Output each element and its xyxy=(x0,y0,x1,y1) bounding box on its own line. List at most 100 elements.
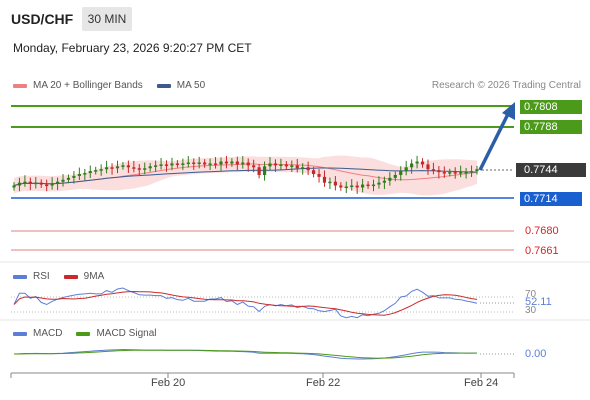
candle xyxy=(105,160,109,174)
bollinger-band-fill xyxy=(14,155,477,196)
macd-swatch xyxy=(13,331,27,336)
candle-body xyxy=(66,177,71,180)
rsi-legend: RSI 9MA xyxy=(13,271,118,282)
candle xyxy=(393,171,397,182)
candle-body xyxy=(459,172,463,174)
candle-body xyxy=(333,181,337,186)
candle xyxy=(459,165,463,178)
candle-body xyxy=(350,185,354,188)
rsi-ma-swatch xyxy=(63,274,78,279)
candle xyxy=(159,157,163,170)
candle xyxy=(469,165,474,177)
candle xyxy=(448,168,452,177)
candle xyxy=(61,174,65,187)
candle-body xyxy=(203,162,207,165)
candle-body xyxy=(301,167,305,169)
candle xyxy=(192,158,196,170)
candle xyxy=(34,176,38,189)
candle xyxy=(377,176,381,189)
candle-body xyxy=(28,181,32,184)
macd-signal-swatch xyxy=(76,331,91,336)
candle xyxy=(230,158,234,167)
candle-body xyxy=(290,165,294,167)
candle xyxy=(252,159,256,173)
candle xyxy=(154,160,158,172)
candle xyxy=(279,158,283,171)
candle xyxy=(410,159,414,174)
candle-body xyxy=(361,184,365,188)
rsi-70-label: 70 xyxy=(525,289,537,300)
rsi-30-label: 30 xyxy=(525,305,537,316)
candle-body xyxy=(175,163,180,165)
candle xyxy=(148,162,152,172)
candle xyxy=(23,175,27,187)
candle xyxy=(415,155,419,169)
ma50-legend-label: MA 50 xyxy=(176,80,206,91)
candle xyxy=(181,158,185,171)
candle xyxy=(464,167,468,179)
candle-body xyxy=(284,164,288,167)
candle xyxy=(322,170,327,187)
candle xyxy=(388,172,392,186)
rsi-line xyxy=(13,287,478,319)
resistance-label-r1: 0.7808 xyxy=(520,100,582,114)
macd-signal-legend-label: MACD Signal xyxy=(96,328,157,339)
candle-body xyxy=(208,163,212,165)
candle-body xyxy=(410,163,414,168)
rsi-swatch xyxy=(13,274,27,279)
candle xyxy=(164,160,169,172)
candle-body xyxy=(273,163,278,166)
candle-body xyxy=(143,168,147,170)
candle-body xyxy=(219,161,223,165)
candle-body xyxy=(420,161,425,165)
candle xyxy=(126,160,130,173)
candle xyxy=(110,163,114,175)
candle xyxy=(12,182,16,191)
candle-body xyxy=(181,163,185,165)
candle-body xyxy=(388,177,392,181)
candle xyxy=(186,156,190,168)
bollinger-bands xyxy=(14,155,477,196)
candle-body xyxy=(132,167,136,169)
rsi-ma-line xyxy=(13,290,478,316)
candle xyxy=(170,157,174,171)
candle xyxy=(317,169,321,183)
candle xyxy=(224,155,229,169)
candle-body xyxy=(230,161,234,164)
candle-body xyxy=(355,185,359,188)
main-legend: MA 20 + Bollinger Bands MA 50 xyxy=(13,80,219,91)
candle xyxy=(99,164,103,176)
candle-body xyxy=(431,169,436,171)
candle-body xyxy=(34,182,38,185)
candle xyxy=(203,159,207,168)
candle-body xyxy=(469,171,474,173)
support-label-s2: 0.7680 xyxy=(525,225,559,237)
candle xyxy=(350,179,354,191)
candle xyxy=(404,160,408,176)
candle xyxy=(382,176,386,190)
candle xyxy=(268,157,272,171)
candle-body xyxy=(437,170,441,173)
ma50-line xyxy=(13,167,478,186)
candle-body xyxy=(126,165,130,168)
candle-body xyxy=(159,164,163,166)
candle-body xyxy=(213,163,218,165)
candle-body xyxy=(257,167,261,175)
candle xyxy=(344,181,348,194)
macd-line xyxy=(13,348,478,360)
candle-body xyxy=(164,164,169,166)
rsi-legend-label: RSI xyxy=(33,271,50,282)
interval-button[interactable]: 30 MIN xyxy=(82,7,132,31)
candle xyxy=(311,166,316,178)
chart-header: USD/CHF 30 MIN xyxy=(0,0,590,38)
candle xyxy=(284,161,288,170)
candle xyxy=(257,163,261,179)
candle-body xyxy=(426,164,430,170)
candle-body xyxy=(72,175,76,178)
candle-body xyxy=(328,181,332,184)
candle-body xyxy=(55,181,60,184)
candle-body xyxy=(442,172,446,174)
candle-body xyxy=(94,170,98,172)
candle xyxy=(50,177,54,190)
